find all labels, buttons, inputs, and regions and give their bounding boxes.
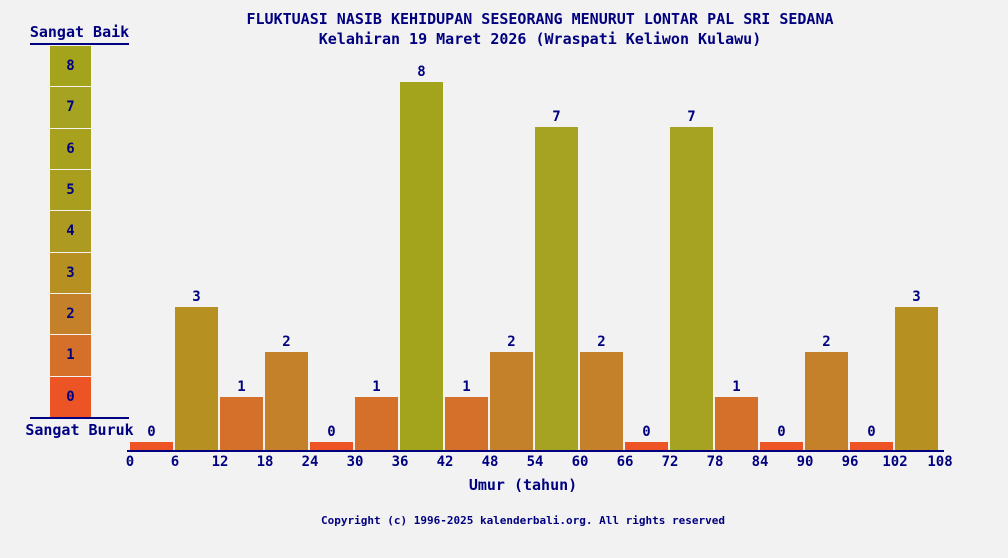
x-tick-label: 6: [170, 454, 180, 470]
legend-scale-box: 5: [50, 169, 91, 212]
legend-scale-box: 8: [50, 46, 91, 88]
bar: [265, 352, 308, 450]
x-tick-label: 96: [841, 454, 859, 470]
x-tick-label: 0: [125, 454, 135, 470]
bar-value-label: 0: [642, 424, 651, 440]
bar-value-label: 2: [282, 334, 291, 350]
chart-subtitle: Kelahiran 19 Maret 2026 (Wraspati Keliwo…: [318, 30, 762, 48]
bar-value-label: 2: [597, 334, 606, 350]
x-tick-label: 66: [616, 454, 634, 470]
x-tick-label: 102: [882, 454, 908, 470]
x-tick-label: 12: [211, 454, 229, 470]
bar-value-label: 3: [912, 289, 921, 305]
bar: [760, 442, 803, 450]
bar: [715, 397, 758, 450]
x-axis-line: [127, 450, 944, 452]
bar: [625, 442, 668, 450]
bar-value-label: 1: [237, 379, 246, 395]
bar: [220, 397, 263, 450]
x-tick-label: 36: [391, 454, 409, 470]
bar: [310, 442, 353, 450]
bar-value-label: 1: [732, 379, 741, 395]
bar-value-label: 1: [372, 379, 381, 395]
bar: [490, 352, 533, 450]
x-tick-label: 90: [796, 454, 814, 470]
bar-value-label: 1: [462, 379, 471, 395]
x-tick-label: 18: [256, 454, 274, 470]
chart-title: FLUKTUASI NASIB KEHIDUPAN SESEORANG MENU…: [246, 10, 834, 28]
copyright-text: Copyright (c) 1996-2025 kalenderbali.org…: [321, 514, 725, 527]
legend-scale-box: 4: [50, 211, 91, 253]
x-tick-label: 48: [481, 454, 499, 470]
bar-value-label: 7: [552, 109, 561, 125]
legend-scale-box: 3: [50, 252, 91, 294]
legend-scale-box: 7: [50, 87, 91, 129]
bar-value-label: 0: [777, 424, 786, 440]
bar: [400, 82, 443, 450]
legend-scale-box: 2: [50, 293, 91, 336]
legend-best-label: Sangat Baik: [29, 23, 130, 41]
bar: [670, 127, 713, 450]
x-axis-ticks: 0 6 12 18 24 30 36 42 48 54 60 66 72 78 84 90 96 102 108: [126, 454, 953, 470]
legend-scale-box: 0: [50, 376, 91, 417]
legend-bottom-divider: [30, 417, 129, 419]
legend-worst-label: Sangat Buruk: [25, 421, 134, 439]
bar: [805, 352, 848, 450]
x-tick-label: 60: [571, 454, 589, 470]
x-tick-label: 78: [706, 454, 724, 470]
bar-value-label: 3: [192, 289, 201, 305]
bar: [130, 442, 173, 450]
bar-value-label: 0: [327, 424, 336, 440]
x-tick-label: 84: [751, 454, 769, 470]
bar-value-label: 2: [822, 334, 831, 350]
legend-top-divider: [30, 43, 129, 45]
x-tick-label: 30: [346, 454, 364, 470]
bar: [535, 127, 578, 450]
legend-scale-box: 6: [50, 128, 91, 170]
bar: [895, 307, 938, 450]
bar-value-label: 8: [417, 64, 426, 80]
x-tick-label: 108: [927, 454, 953, 470]
bar: [445, 397, 488, 450]
bar-value-label: 2: [507, 334, 516, 350]
bar: [850, 442, 893, 450]
x-axis-label: Umur (tahun): [468, 476, 578, 494]
x-tick-label: 72: [661, 454, 679, 470]
bar-value-label: 7: [687, 109, 696, 125]
bar: [175, 307, 218, 450]
bar: [355, 397, 398, 450]
bar-value-label: 0: [147, 424, 156, 440]
x-tick-label: 54: [526, 454, 544, 470]
x-tick-label: 42: [436, 454, 454, 470]
x-tick-label: 24: [301, 454, 319, 470]
chart-title-block: FLUKTUASI NASIB KEHIDUPAN SESEORANG MENU…: [72, 9, 1008, 50]
bar-value-label: 0: [867, 424, 876, 440]
bar: [580, 352, 623, 450]
legend-scale-box: 1: [50, 335, 91, 377]
